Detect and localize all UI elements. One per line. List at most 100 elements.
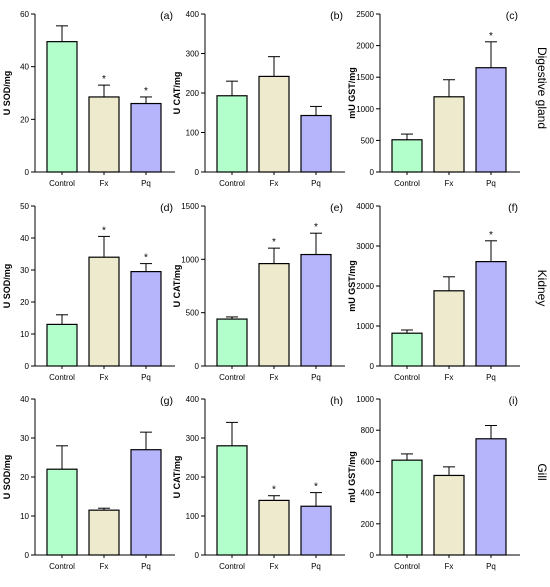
y-tick-label: 40 [20, 395, 29, 404]
y-tick-label: 30 [20, 266, 29, 275]
x-tick-label: Pq [486, 562, 496, 571]
x-tick-label: Pq [311, 179, 321, 188]
x-tick-label: Fx [445, 562, 454, 571]
x-tick-label: Control [394, 562, 420, 571]
x-tick-label: Pq [486, 179, 496, 188]
y-tick-label: 60 [20, 10, 29, 19]
bar-fx [88, 509, 120, 556]
x-tick-label: Fx [445, 373, 454, 382]
significance-star: * [144, 86, 148, 97]
y-tick-label: 0 [195, 551, 200, 560]
x-tick-label: Control [219, 373, 245, 382]
x-tick-label: Pq [311, 562, 321, 571]
panel-h: 0 100 200 300 400 U CAT/mg (h) Control * Fx * Pq [172, 395, 345, 571]
significance-star: * [144, 253, 148, 264]
bar-pq [475, 261, 507, 367]
x-tick-label: Fx [100, 179, 109, 188]
panel-label: (i) [509, 395, 518, 407]
y-axis-label: U SOD/mg [2, 71, 12, 116]
x-tick-label: Control [49, 562, 75, 571]
x-tick-label: Control [49, 179, 75, 188]
x-tick-label: Fx [100, 373, 109, 382]
y-tick-label: 30 [20, 434, 29, 443]
x-tick-label: Pq [141, 373, 151, 382]
y-tick-label: 0 [370, 551, 375, 560]
panel-d: 0 10 20 30 40 50 U SOD/mg (d) Control * Fx * Pq [2, 202, 175, 382]
y-axis-label: mU GST/mg [347, 451, 357, 503]
bar-control [46, 323, 78, 367]
panel-label: (c) [506, 10, 518, 22]
bar-pq [300, 253, 332, 367]
y-tick-label: 0 [370, 362, 375, 371]
bar-fx [258, 263, 290, 367]
y-axis-label: U SOD/mg [2, 455, 12, 500]
bar-fx [433, 290, 465, 367]
panel-a: 0 20 40 60 U SOD/mg (a) Control * Fx * Pq [2, 10, 175, 188]
y-tick-label: 10 [20, 330, 29, 339]
y-tick-label: 2000 [356, 42, 374, 51]
y-tick-label: 400 [361, 489, 375, 498]
x-tick-label: Pq [141, 562, 151, 571]
significance-star: * [102, 74, 106, 85]
y-tick-label: 2500 [356, 10, 374, 19]
y-tick-label: 0 [25, 362, 30, 371]
significance-star: * [314, 222, 318, 233]
y-axis-label: mU GST/mg [347, 67, 357, 119]
x-tick-label: Fx [270, 373, 279, 382]
bar-control [216, 445, 248, 556]
bar-control [216, 95, 248, 173]
x-tick-label: Control [219, 179, 245, 188]
bar-fx [88, 256, 120, 367]
x-tick-label: Control [49, 373, 75, 382]
bar-control [391, 332, 423, 367]
y-tick-label: 0 [195, 168, 200, 177]
panel-e: 0 500 1000 1500 U CAT/mg (e) Control * Fx * Pq [172, 202, 345, 382]
y-axis-label: U CAT/mg [172, 72, 182, 115]
panel-label: (f) [508, 202, 518, 214]
y-tick-label: 0 [25, 551, 30, 560]
y-tick-label: 1000 [356, 105, 374, 114]
significance-star: * [489, 31, 493, 42]
y-tick-label: 600 [361, 457, 375, 466]
row-label-kidney: Kidney [535, 270, 549, 307]
y-tick-label: 0 [195, 362, 200, 371]
y-tick-label: 300 [186, 50, 200, 59]
significance-star: * [314, 482, 318, 493]
y-tick-label: 40 [20, 234, 29, 243]
panel-label: (b) [330, 10, 343, 22]
y-tick-label: 1000 [356, 395, 374, 404]
panel-i: 0 200 400 600 800 1000 mU GST/mg (i) Control Fx Pq [347, 395, 520, 571]
y-tick-label: 200 [361, 520, 375, 529]
y-tick-label: 20 [20, 473, 29, 482]
y-tick-label: 2000 [356, 282, 374, 291]
y-tick-label: 500 [186, 309, 200, 318]
y-axis-label: U CAT/mg [172, 265, 182, 308]
y-tick-label: 500 [361, 136, 375, 145]
bar-fx [258, 499, 290, 556]
x-tick-label: Control [219, 562, 245, 571]
bar-fx [88, 96, 120, 173]
y-tick-label: 40 [20, 63, 29, 72]
y-tick-label: 50 [20, 202, 29, 211]
bar-pq [130, 271, 162, 367]
y-tick-label: 1500 [181, 202, 199, 211]
bar-control [391, 459, 423, 556]
bar-pq [300, 505, 332, 556]
y-tick-label: 300 [186, 434, 200, 443]
x-tick-label: Fx [445, 179, 454, 188]
panel-label: (e) [330, 202, 343, 214]
y-tick-label: 20 [20, 115, 29, 124]
x-tick-label: Fx [270, 179, 279, 188]
x-tick-label: Pq [141, 179, 151, 188]
y-tick-label: 200 [186, 473, 200, 482]
significance-star: * [489, 230, 493, 241]
y-tick-label: 0 [370, 168, 375, 177]
panel-f: 0 1000 2000 3000 4000 mU GST/mg (f) Control Fx * P… [347, 202, 520, 382]
x-tick-label: Fx [100, 562, 109, 571]
row-label-digestive-gland: Digestive gland [535, 47, 549, 129]
x-tick-label: Fx [270, 562, 279, 571]
bar-control [46, 41, 78, 173]
y-tick-label: 10 [20, 512, 29, 521]
bar-control [46, 468, 78, 556]
